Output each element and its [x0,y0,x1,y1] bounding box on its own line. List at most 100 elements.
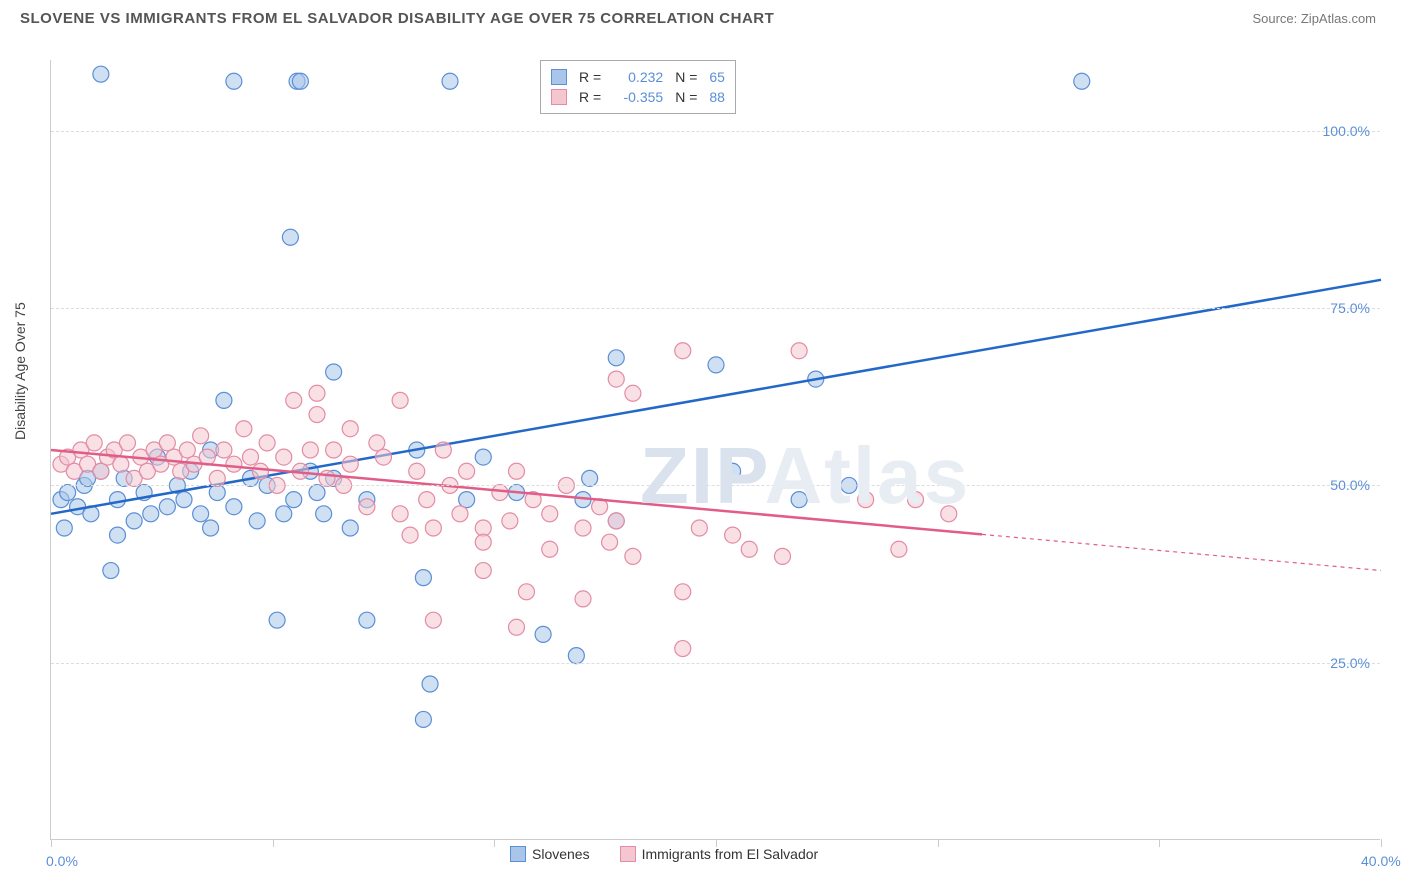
data-point [203,520,219,536]
data-point [475,534,491,550]
legend-series: SlovenesImmigrants from El Salvador [510,846,818,862]
legend-stats-row: R =0.232N =65 [551,67,725,87]
data-point [459,492,475,508]
data-point [309,485,325,501]
data-point [908,492,924,508]
data-point [249,513,265,529]
legend-swatch [510,846,526,862]
trend-line [51,280,1381,514]
data-point [502,513,518,529]
x-tick [1159,839,1160,847]
data-point [791,343,807,359]
data-point [93,66,109,82]
chart-svg [51,60,1380,839]
legend-series-item: Immigrants from El Salvador [620,846,819,862]
data-point [608,513,624,529]
chart-plot-area: 25.0%50.0%75.0%100.0%0.0%40.0% [50,60,1380,840]
data-point [725,527,741,543]
x-tick [938,839,939,847]
y-tick-label: 25.0% [1330,655,1370,671]
data-point [282,229,298,245]
legend-series-label: Immigrants from El Salvador [642,846,819,862]
data-point [582,470,598,486]
data-point [675,343,691,359]
data-point [60,485,76,501]
data-point [359,499,375,515]
data-point [243,449,259,465]
data-point [518,584,534,600]
data-point [891,541,907,557]
data-point [941,506,957,522]
data-point [409,463,425,479]
data-point [103,563,119,579]
data-point [425,520,441,536]
data-point [252,463,268,479]
data-point [422,676,438,692]
data-point [113,456,129,472]
legend-r-value: 0.232 [613,69,663,85]
data-point [176,492,192,508]
data-point [302,442,318,458]
data-point [286,492,302,508]
chart-source: Source: ZipAtlas.com [1252,11,1376,26]
grid-line [51,131,1380,132]
data-point [276,449,292,465]
data-point [775,548,791,564]
chart-title: SLOVENE VS IMMIGRANTS FROM EL SALVADOR D… [20,10,774,27]
data-point [415,711,431,727]
data-point [226,499,242,515]
x-tick-label: 0.0% [46,853,78,869]
data-point [675,641,691,657]
data-point [342,520,358,536]
y-tick-label: 75.0% [1330,300,1370,316]
data-point [602,534,618,550]
data-point [326,442,342,458]
data-point [216,442,232,458]
legend-stats: R =0.232N =65R =-0.355N =88 [540,60,736,114]
data-point [359,612,375,628]
data-point [725,463,741,479]
data-point [675,584,691,600]
data-point [292,73,308,89]
data-point [402,527,418,543]
data-point [568,648,584,664]
data-point [326,364,342,380]
legend-swatch [551,69,567,85]
data-point [143,506,159,522]
data-point [269,612,285,628]
data-point [1074,73,1090,89]
data-point [425,612,441,628]
data-point [226,456,242,472]
data-point [86,435,102,451]
data-point [791,492,807,508]
legend-swatch [551,89,567,105]
y-tick-label: 100.0% [1323,123,1370,139]
legend-n-value: 88 [709,89,725,105]
data-point [625,385,641,401]
data-point [708,357,724,373]
data-point [110,492,126,508]
data-point [159,435,175,451]
legend-swatch [620,846,636,862]
grid-line [51,663,1380,664]
data-point [309,407,325,423]
data-point [193,506,209,522]
x-tick-label: 40.0% [1361,853,1401,869]
data-point [309,385,325,401]
data-point [392,392,408,408]
x-tick [51,839,52,847]
data-point [475,563,491,579]
data-point [435,442,451,458]
data-point [509,619,525,635]
data-point [369,435,385,451]
data-point [475,449,491,465]
data-point [119,435,135,451]
legend-r-label: R = [579,69,601,85]
data-point [858,492,874,508]
data-point [226,73,242,89]
data-point [342,456,358,472]
x-tick [273,839,274,847]
data-point [535,626,551,642]
data-point [110,527,126,543]
data-point [259,435,275,451]
